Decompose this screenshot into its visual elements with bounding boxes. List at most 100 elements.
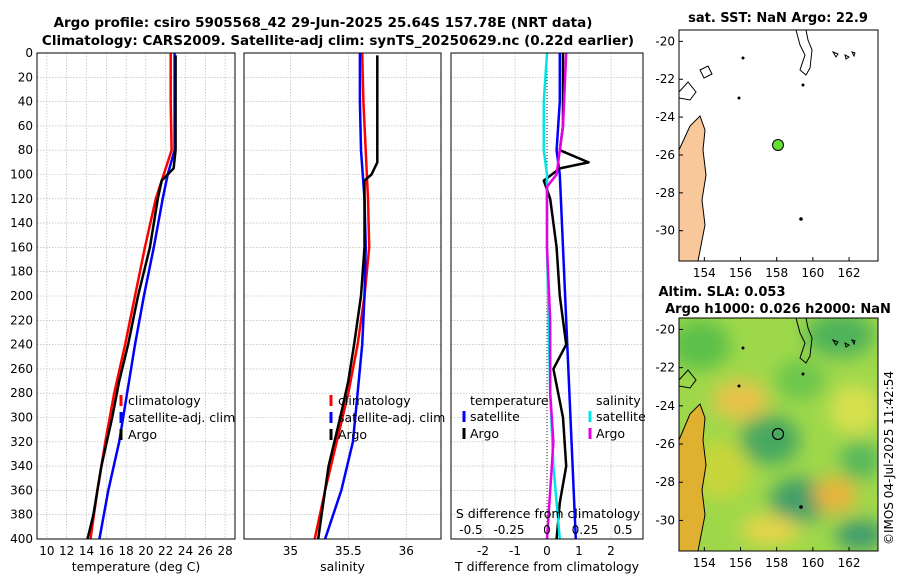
sla-coast-newcaledonia [795, 318, 813, 364]
x-tick-label: 18 [118, 544, 133, 558]
x-tick-label: 24 [178, 544, 193, 558]
s-axis-label: S difference from climatology [456, 506, 641, 521]
legend-label: Argo [470, 426, 499, 441]
y-tick-label: 180 [10, 265, 33, 279]
map-x-tick-label: 158 [765, 556, 788, 570]
x-tick-label: -2 [477, 544, 489, 558]
sla-coast-north [679, 369, 697, 389]
map-y-tick-label: -22 [655, 72, 675, 86]
y-tick-label: 360 [10, 483, 33, 497]
x-tick-label: 10 [39, 544, 54, 558]
map-x-tick-label: 160 [801, 556, 824, 570]
temperature-panel: 0 20 40 60 80 100 120 140 160 180 200 220 240 260 280 3… [10, 46, 236, 574]
y-tick-label: 120 [10, 192, 33, 206]
legend-title-salinity: salinity [596, 393, 641, 408]
x-tick-label: 36 [399, 544, 414, 558]
x-tick-label: 2 [607, 544, 615, 558]
argo-location-marker [771, 427, 785, 441]
x-tick-label: 35.5 [335, 544, 362, 558]
sla-map-frame [678, 317, 879, 552]
x-tick-label: 0 [543, 544, 551, 558]
sla-map-title-1: Altim. SLA: 0.053 [659, 285, 786, 300]
legend-label: Argo [338, 427, 367, 442]
sla-map [678, 317, 879, 552]
x-tick-label: 26 [198, 544, 213, 558]
title-line2: Climatology: CARS2009. Satellite-adj cli… [42, 33, 634, 49]
map-y-tick-label: -28 [655, 475, 675, 489]
y-tick-label: 20 [18, 70, 33, 84]
map-y-tick-label: -28 [655, 186, 675, 200]
series-satellite-adj-clim [323, 53, 367, 540]
map-x-tick-label: 154 [693, 556, 716, 570]
y-tick-label: 320 [10, 435, 33, 449]
axes-frame [36, 52, 236, 540]
axes-frame [243, 52, 442, 540]
x-tick-label: 16 [99, 544, 114, 558]
y-tick-label: 340 [10, 459, 33, 473]
y-tick-label: 160 [10, 240, 33, 254]
y-tick-label: 300 [10, 411, 33, 425]
y-tick-label: 380 [10, 508, 33, 522]
x-axis-label: temperature (deg C) [72, 559, 201, 574]
sla-islet-2 [741, 346, 745, 350]
map-x-tick-label: 162 [838, 266, 861, 280]
x-tick-label: 35 [283, 544, 298, 558]
legend-label: climatology [338, 393, 411, 408]
sla-land-australia [679, 403, 707, 551]
map-x-tick-label: 162 [838, 556, 861, 570]
series-t-argo [542, 53, 590, 540]
legend-label: Argo [128, 427, 157, 442]
map-y-tick-label: -24 [655, 399, 675, 413]
title-line1: Argo profile: csiro 5905568_42 29-Jun-20… [54, 15, 593, 31]
map-y-tick-label: -26 [655, 148, 675, 162]
map-x-tick-label: 156 [729, 266, 752, 280]
sst-map [678, 29, 879, 262]
y-tick-label: 0 [25, 46, 33, 60]
map-x-tick-label: 160 [801, 266, 824, 280]
sla-islet-1 [737, 384, 741, 388]
y-tick-label: 60 [18, 119, 33, 133]
s-tick-label: -0.5 [459, 523, 482, 537]
axes-frame [450, 52, 644, 540]
y-tick-label: 40 [18, 95, 33, 109]
y-tick-label: 400 [10, 532, 33, 546]
sst-coast-north [679, 81, 697, 101]
y-tick-label: 260 [10, 362, 33, 376]
s-tick-label: 0.5 [613, 523, 632, 537]
map-ticks: 154 156 158 160 162 -20 -22 -24 -26 -28 -30 154 156 1… [655, 34, 860, 570]
legend-label: satellite-adj. clim [338, 410, 445, 425]
sla-islands [831, 338, 856, 348]
map-y-tick-label: -24 [655, 110, 675, 124]
map-y-tick-label: -22 [655, 361, 675, 375]
map-y-tick-label: -20 [655, 322, 675, 336]
sla-islet-4 [799, 505, 803, 509]
sst-land-australia [679, 115, 707, 261]
x-tick-label: 22 [158, 544, 173, 558]
map-y-tick-label: -30 [655, 224, 675, 238]
y-tick-label: 240 [10, 338, 33, 352]
series-argo [316, 55, 379, 540]
legend-label: satellite [470, 409, 520, 424]
salinity-panel: 35 35.5 36 salinity climatology satellite-adj… [243, 52, 445, 574]
legend-label: Argo [596, 426, 625, 441]
x-tick-label: 12 [59, 544, 74, 558]
x-tick-label: 20 [138, 544, 153, 558]
difference-panel: -2 -1 0 1 2T difference from climatology temp… [450, 52, 646, 574]
series-t-satellite [555, 53, 578, 540]
s-tick-label: 0.25 [572, 523, 599, 537]
sst-reef [699, 65, 713, 79]
map-y-tick-label: -26 [655, 437, 675, 451]
sst-islet-4 [799, 217, 803, 221]
y-tick-label: 100 [10, 168, 33, 182]
sst-islet-2 [741, 56, 745, 60]
sst-islands [831, 50, 856, 60]
legend-label: satellite [596, 409, 646, 424]
y-tick-label: 220 [10, 313, 33, 327]
y-tick-label: 140 [10, 216, 33, 230]
map-x-tick-label: 154 [693, 266, 716, 280]
map-y-tick-label: -20 [655, 34, 675, 48]
s-tick-label: 0 [543, 523, 551, 537]
argo-location-marker [772, 139, 784, 151]
legend-title-temperature: temperature [470, 393, 549, 408]
